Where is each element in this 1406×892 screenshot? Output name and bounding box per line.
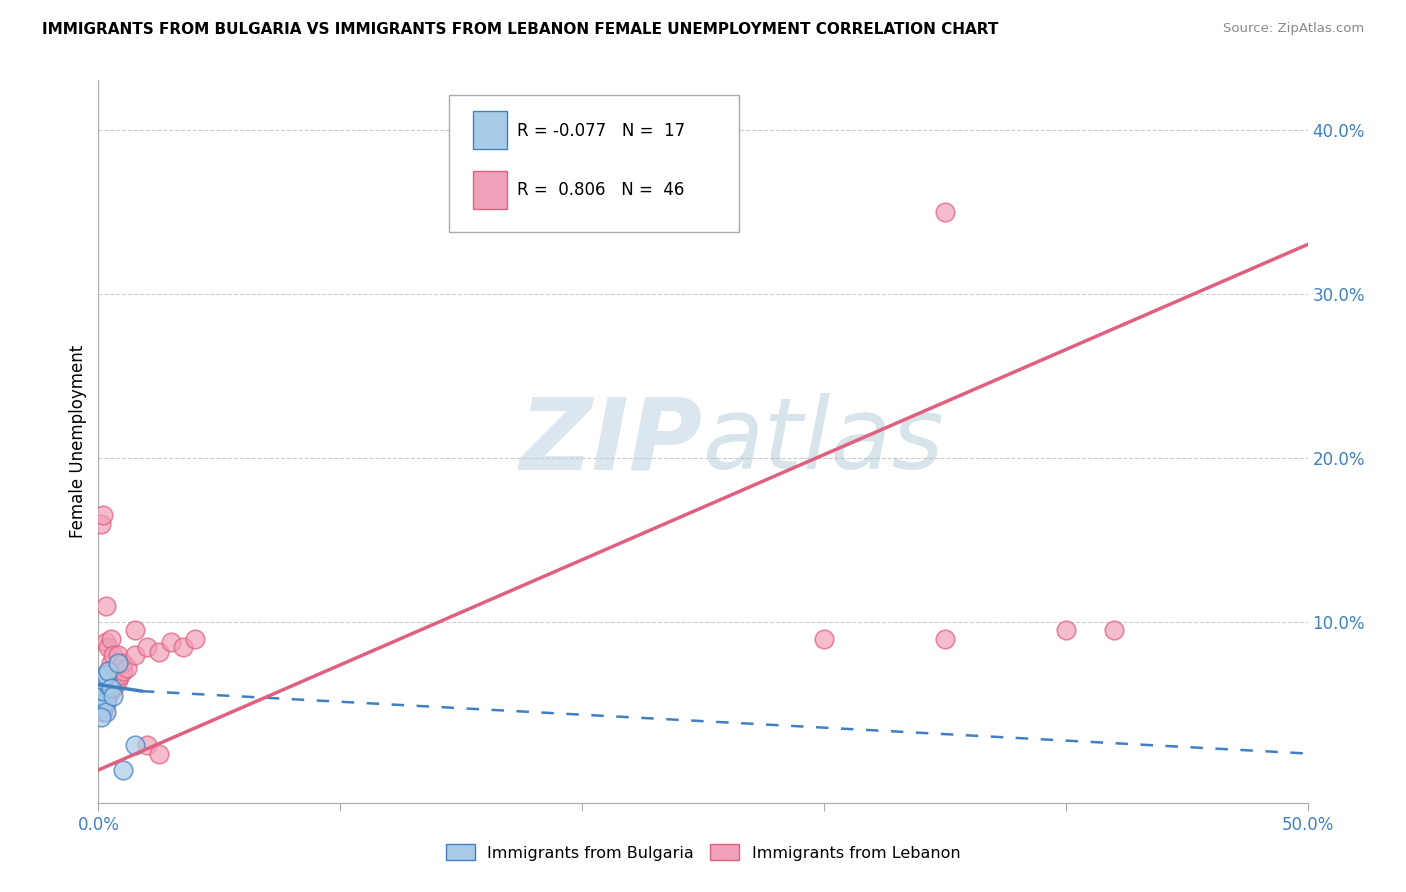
Point [94, 706, 117, 720]
Point [104, 677, 127, 691]
Point [91, 700, 114, 714]
Point [100, 657, 122, 671]
Point [100, 681, 122, 695]
Text: Source: ZipAtlas.com: Source: ZipAtlas.com [1223, 22, 1364, 36]
Point [90, 516, 112, 531]
Point [94, 694, 117, 708]
Point [101, 681, 124, 695]
Point [1054, 624, 1077, 638]
Point [90, 689, 112, 703]
Point [111, 763, 134, 777]
Point [91, 684, 114, 698]
Legend: Immigrants from Bulgaria, Immigrants from Lebanon: Immigrants from Bulgaria, Immigrants fro… [440, 838, 966, 867]
Point [934, 632, 956, 646]
Point [117, 661, 139, 675]
Point [91, 508, 114, 523]
Point [934, 204, 956, 219]
Point [101, 673, 124, 687]
Point [107, 648, 129, 662]
Point [97, 665, 120, 679]
Point [111, 657, 134, 671]
FancyBboxPatch shape [474, 171, 508, 209]
Text: IMMIGRANTS FROM BULGARIA VS IMMIGRANTS FROM LEBANON FEMALE UNEMPLOYMENT CORRELAT: IMMIGRANTS FROM BULGARIA VS IMMIGRANTS F… [42, 22, 998, 37]
Point [97, 677, 120, 691]
Point [160, 635, 183, 649]
Point [90, 681, 112, 695]
Point [172, 640, 194, 654]
Point [135, 739, 157, 753]
Point [108, 667, 131, 681]
Point [94, 599, 117, 613]
Point [813, 632, 835, 646]
Point [135, 640, 157, 654]
Point [91, 684, 114, 698]
Point [91, 673, 114, 687]
Point [100, 677, 122, 691]
Point [90, 689, 112, 703]
Point [97, 640, 120, 654]
Point [90, 681, 112, 695]
Point [104, 665, 127, 679]
Point [184, 632, 207, 646]
Point [148, 645, 170, 659]
Point [1102, 624, 1125, 638]
Point [94, 684, 117, 698]
Point [100, 684, 122, 698]
Point [101, 689, 124, 703]
Point [94, 635, 117, 649]
Point [94, 667, 117, 681]
Point [90, 710, 112, 724]
Point [124, 739, 146, 753]
Point [111, 665, 134, 679]
Point [107, 657, 129, 671]
Text: ZIP: ZIP [520, 393, 703, 490]
Point [97, 665, 120, 679]
FancyBboxPatch shape [474, 112, 508, 149]
Point [91, 689, 114, 703]
Point [94, 677, 117, 691]
Point [97, 681, 120, 695]
Point [101, 648, 124, 662]
Text: R =  0.806   N =  46: R = 0.806 N = 46 [517, 181, 685, 199]
Point [94, 698, 117, 712]
Text: atlas: atlas [703, 393, 945, 490]
Point [124, 624, 146, 638]
Point [100, 632, 122, 646]
Point [148, 747, 170, 761]
Point [97, 689, 120, 703]
Point [91, 694, 114, 708]
FancyBboxPatch shape [449, 95, 740, 232]
Point [124, 648, 146, 662]
Y-axis label: Female Unemployment: Female Unemployment [69, 345, 87, 538]
Text: R = -0.077   N =  17: R = -0.077 N = 17 [517, 122, 685, 140]
Point [91, 706, 114, 720]
Point [107, 673, 129, 687]
Point [91, 698, 114, 712]
